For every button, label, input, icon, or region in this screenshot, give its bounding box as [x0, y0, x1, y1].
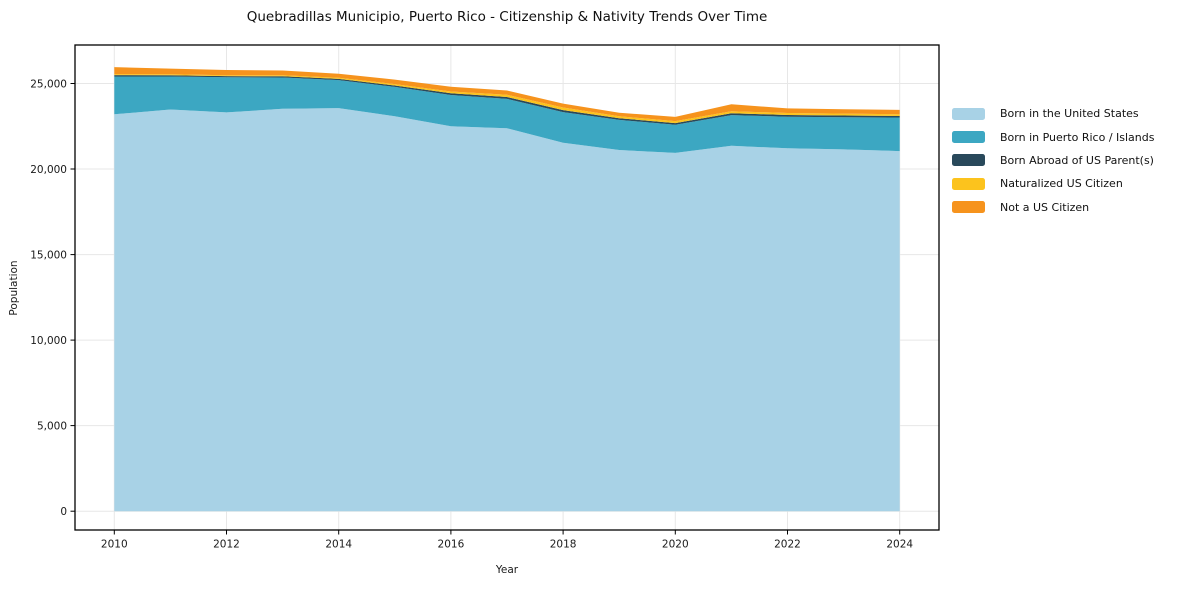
- y-tick-label: 15,000: [30, 249, 67, 261]
- area-series-1: [114, 76, 900, 153]
- legend: Born in the United States Born in Puerto …: [952, 102, 1154, 219]
- y-tick-label: 5,000: [37, 420, 67, 432]
- legend-swatch: [952, 201, 985, 214]
- x-tick-label: 2022: [774, 539, 801, 551]
- legend-item: Born in the United States: [952, 102, 1154, 125]
- x-tick-label: 2016: [438, 539, 465, 551]
- legend-label: Not a US Citizen: [1000, 200, 1090, 214]
- legend-swatch: [952, 154, 985, 167]
- y-axis-label: Population: [8, 260, 20, 316]
- x-tick-label: 2012: [213, 539, 240, 551]
- legend-label: Born in the United States: [1000, 107, 1139, 121]
- x-axis-label: Year: [495, 564, 519, 576]
- area-series-0: [114, 108, 900, 512]
- x-tick-label: 2010: [101, 539, 128, 551]
- legend-item: Born Abroad of US Parent(s): [952, 149, 1154, 172]
- y-tick-label: 10,000: [30, 335, 67, 347]
- legend-label: Born Abroad of US Parent(s): [1000, 153, 1154, 167]
- y-tick-label: 20,000: [30, 164, 67, 176]
- chart-title: Quebradillas Municipio, Puerto Rico - Ci…: [246, 9, 768, 25]
- x-tick-label: 2024: [886, 539, 913, 551]
- area-series-4: [114, 67, 900, 122]
- y-tick-label: 0: [60, 506, 67, 518]
- legend-item: Born in Puerto Rico / Islands: [952, 125, 1154, 148]
- legend-item: Naturalized US Citizen: [952, 172, 1154, 195]
- y-tick-label: 25,000: [30, 78, 67, 90]
- x-tick-label: 2018: [550, 539, 577, 551]
- legend-swatch: [952, 107, 985, 120]
- legend-label: Naturalized US Citizen: [1000, 177, 1123, 191]
- legend-label: Born in Puerto Rico / Islands: [1000, 130, 1155, 144]
- x-tick-label: 2014: [325, 539, 352, 551]
- legend-swatch: [952, 177, 985, 190]
- plot-frame: [74, 44, 940, 531]
- x-tick-label: 2020: [662, 539, 689, 551]
- legend-swatch: [952, 131, 985, 144]
- legend-item: Not a US Citizen: [952, 196, 1154, 219]
